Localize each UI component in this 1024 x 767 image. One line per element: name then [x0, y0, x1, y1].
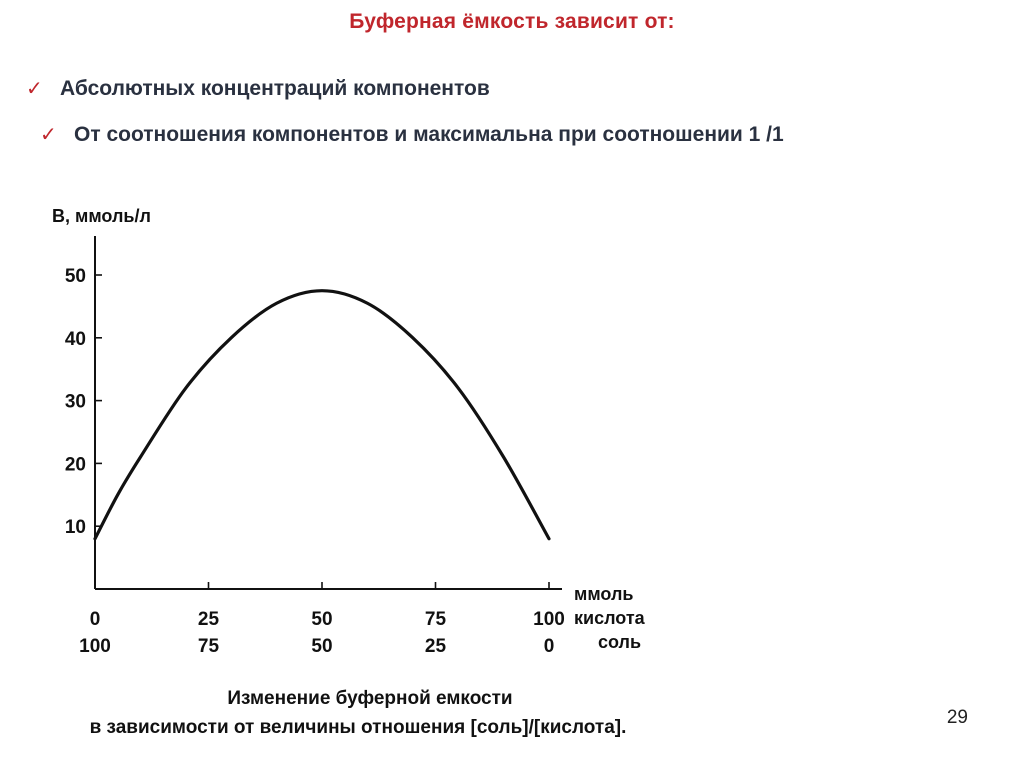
- x-tick-label-bottom: 75: [198, 636, 220, 657]
- x-tick-label-top: 50: [311, 609, 332, 630]
- bullet-list: ✓ Абсолютных концентраций компонентов ✓ …: [0, 0, 1024, 200]
- bullet-text: От соотношения компонентов и максимальна…: [74, 123, 784, 146]
- x-axis-unit-label: соль: [598, 632, 641, 652]
- y-tick-label: 10: [65, 517, 86, 538]
- buffer-capacity-curve: [93, 289, 551, 541]
- y-tick-label: 40: [65, 329, 86, 350]
- x-tick-label-bottom: 0: [544, 636, 555, 657]
- y-tick-label: 20: [65, 454, 86, 475]
- bullet-item: ✓ От соотношения компонентов и максималь…: [40, 118, 834, 152]
- x-tick-label-top: 75: [425, 609, 447, 630]
- chart-caption-line: Изменение буферной емкости: [227, 688, 512, 709]
- bullet-item: ✓ Абсолютных концентраций компонентов: [26, 72, 490, 106]
- x-axis-unit-label: ммоль: [574, 584, 633, 604]
- y-axis-label: B, ммоль/л: [52, 206, 151, 226]
- slide-title: Буферная ёмкость зависит от:: [349, 10, 675, 33]
- checkmark-icon: ✓: [40, 124, 57, 146]
- y-tick-label: 50: [65, 266, 86, 287]
- y-tick-label: 30: [65, 392, 86, 413]
- x-tick-label-top: 25: [198, 609, 220, 630]
- x-tick-label-bottom: 50: [311, 636, 332, 657]
- page-number: 29: [946, 707, 968, 728]
- x-tick-label-top: 100: [533, 609, 565, 630]
- x-tick-label-bottom: 25: [425, 636, 447, 657]
- checkmark-icon: ✓: [26, 78, 43, 100]
- x-tick-label-top: 0: [90, 609, 101, 630]
- chart-caption-line: в зависимости от величины отношения [сол…: [90, 717, 627, 738]
- x-tick-label-bottom: 100: [79, 636, 111, 657]
- x-axis-unit-label: кислота: [574, 608, 646, 628]
- bullet-text: Абсолютных концентраций компонентов: [60, 77, 490, 100]
